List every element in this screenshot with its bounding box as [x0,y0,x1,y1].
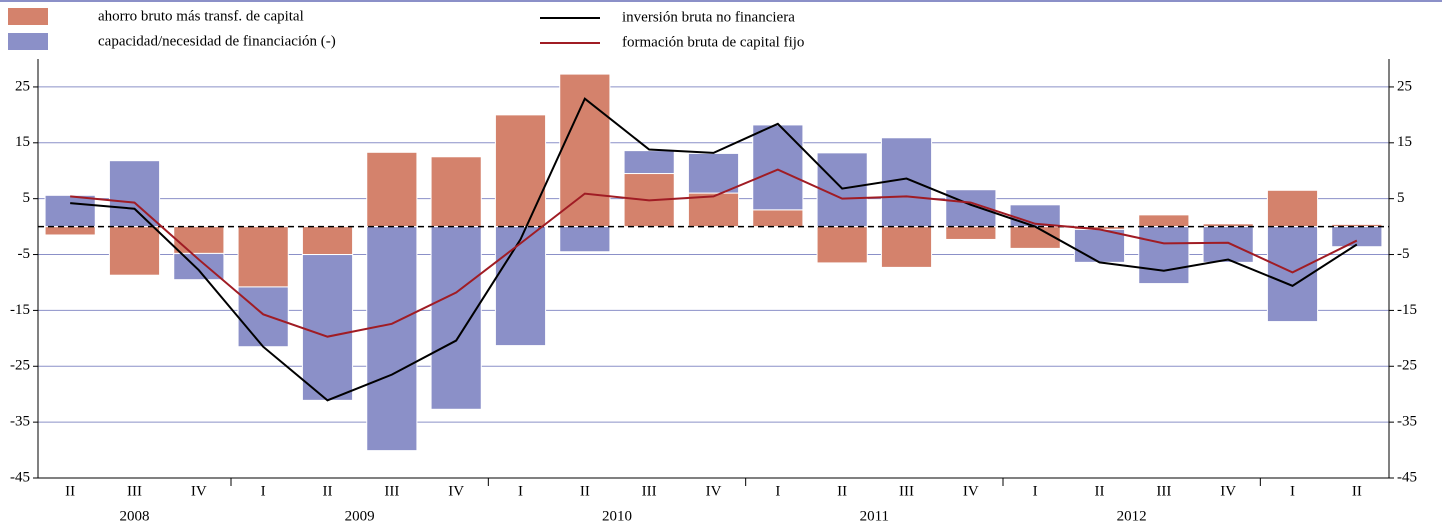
bar [1266,189,1319,228]
y-tick-label: 5 [23,190,31,206]
y-tick-label: -25 [10,358,30,374]
bar [1331,226,1383,248]
x-tick-label: II [323,483,333,499]
bar [301,226,354,256]
bar [623,150,675,175]
x-tick-label: III [899,483,914,499]
bar [816,226,868,264]
legend-swatch [8,8,48,25]
bar [366,226,418,452]
x-tick-label: I [261,483,266,499]
bar [44,194,96,228]
y-tick-label: -5 [18,246,31,262]
x-tick-label: I [518,483,523,499]
bar [752,209,804,228]
bar [1138,214,1190,228]
legend-label: ahorro bruto más transf. de capital [98,8,304,24]
x-tick-label: II [1352,483,1362,499]
bar [752,124,804,211]
x-tick-label: I [775,483,780,499]
x-group-label: 2011 [860,508,889,524]
x-group-label: 2012 [1117,508,1147,524]
x-tick-label: III [642,483,657,499]
x-group-label: 2008 [120,508,150,524]
bar [880,226,933,268]
x-tick-label: IV [963,483,979,499]
bar [108,226,161,276]
x-tick-label: IV [706,483,722,499]
bar [494,226,547,347]
y2-tick-label: 15 [1397,134,1412,150]
y-tick-label: -15 [10,302,30,318]
y2-tick-label: -5 [1397,246,1410,262]
line [70,168,1358,338]
bar [559,226,611,253]
bar [237,286,289,348]
bar [173,252,225,281]
bar [1202,226,1254,263]
y2-tick-label: -35 [1397,414,1417,430]
x-tick-label: III [1156,483,1171,499]
x-tick-label: IV [448,483,464,499]
bar [108,160,161,228]
y-tick-label: -35 [10,414,30,430]
x-tick-label: II [837,483,847,499]
legend-label: capacidad/necesidad de financiación (-) [98,33,336,49]
x-group-label: 2009 [345,508,375,524]
bar [173,226,225,254]
bar [237,226,289,288]
x-tick-label: II [65,483,75,499]
x-tick-label: III [127,483,142,499]
bar [816,152,868,228]
bar [44,226,96,236]
y2-tick-label: 25 [1397,78,1412,94]
x-tick-label: IV [1220,483,1236,499]
bar [494,114,547,228]
bar [1073,228,1126,263]
y2-tick-label: -25 [1397,358,1417,374]
legend-label: formación bruta de capital fijo [622,34,804,50]
x-tick-label: I [1033,483,1038,499]
legend-label: inversión bruta no financiera [622,9,795,25]
y-tick-label: 25 [15,78,30,94]
bar [559,73,611,228]
bar [687,152,740,194]
x-tick-label: II [580,483,590,499]
bar [1138,226,1190,285]
line [70,97,1358,402]
y2-tick-label: -15 [1397,302,1417,318]
x-tick-label: II [1095,483,1105,499]
bar [430,226,482,410]
bar [945,226,997,240]
y-tick-label: 15 [15,134,30,150]
y2-tick-label: 5 [1397,190,1405,206]
x-tick-label: IV [191,483,207,499]
legend-swatch [8,33,48,50]
x-tick-label: I [1290,483,1295,499]
bar [366,151,418,228]
bar [430,156,482,228]
y2-tick-label: -45 [1397,469,1417,485]
bar [880,137,933,228]
y-tick-label: -45 [10,469,30,485]
bar [301,254,354,401]
x-group-label: 2010 [602,508,632,524]
x-tick-label: III [384,483,399,499]
